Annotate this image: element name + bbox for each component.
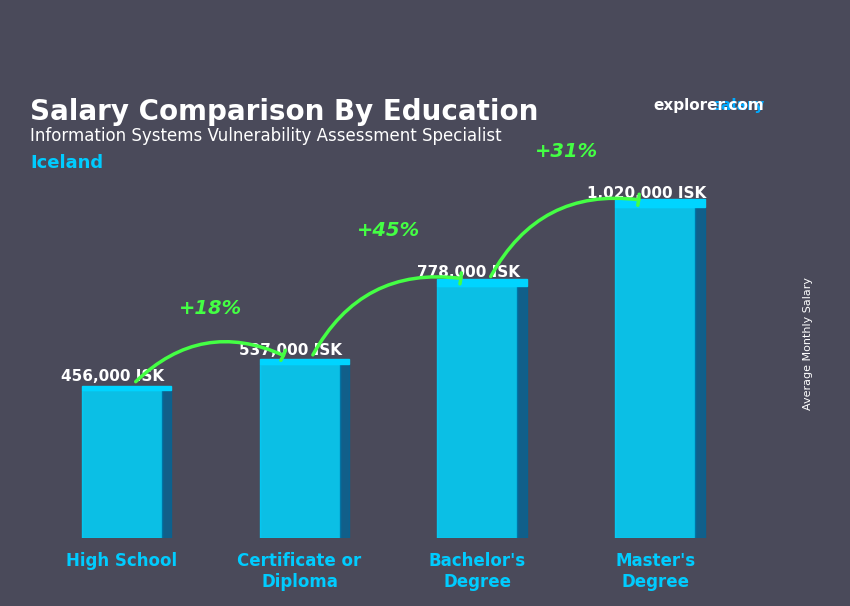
Text: +45%: +45%: [357, 221, 420, 240]
Text: 778,000 ISK: 778,000 ISK: [417, 265, 520, 279]
Text: 537,000 ISK: 537,000 ISK: [239, 343, 343, 358]
Text: 456,000 ISK: 456,000 ISK: [61, 369, 164, 384]
Bar: [518, 285, 527, 538]
Text: 1,020,000 ISK: 1,020,000 ISK: [586, 186, 706, 201]
Bar: [438, 279, 527, 285]
Bar: [695, 207, 705, 538]
Bar: [82, 390, 162, 538]
Text: Average Monthly Salary: Average Monthly Salary: [802, 277, 813, 410]
Text: Iceland: Iceland: [31, 155, 104, 172]
Bar: [438, 285, 518, 538]
Bar: [259, 359, 349, 364]
Text: explorer.com: explorer.com: [654, 98, 764, 113]
Text: Information Systems Vulnerability Assessment Specialist: Information Systems Vulnerability Assess…: [31, 127, 501, 145]
Bar: [162, 390, 172, 538]
Text: +18%: +18%: [179, 299, 242, 318]
Text: Salary Comparison By Education: Salary Comparison By Education: [31, 98, 539, 125]
Bar: [82, 387, 172, 390]
Bar: [259, 364, 339, 538]
Bar: [615, 207, 695, 538]
Text: salary: salary: [712, 98, 764, 113]
Bar: [339, 364, 349, 538]
Text: +31%: +31%: [535, 142, 598, 161]
Bar: [615, 199, 705, 207]
